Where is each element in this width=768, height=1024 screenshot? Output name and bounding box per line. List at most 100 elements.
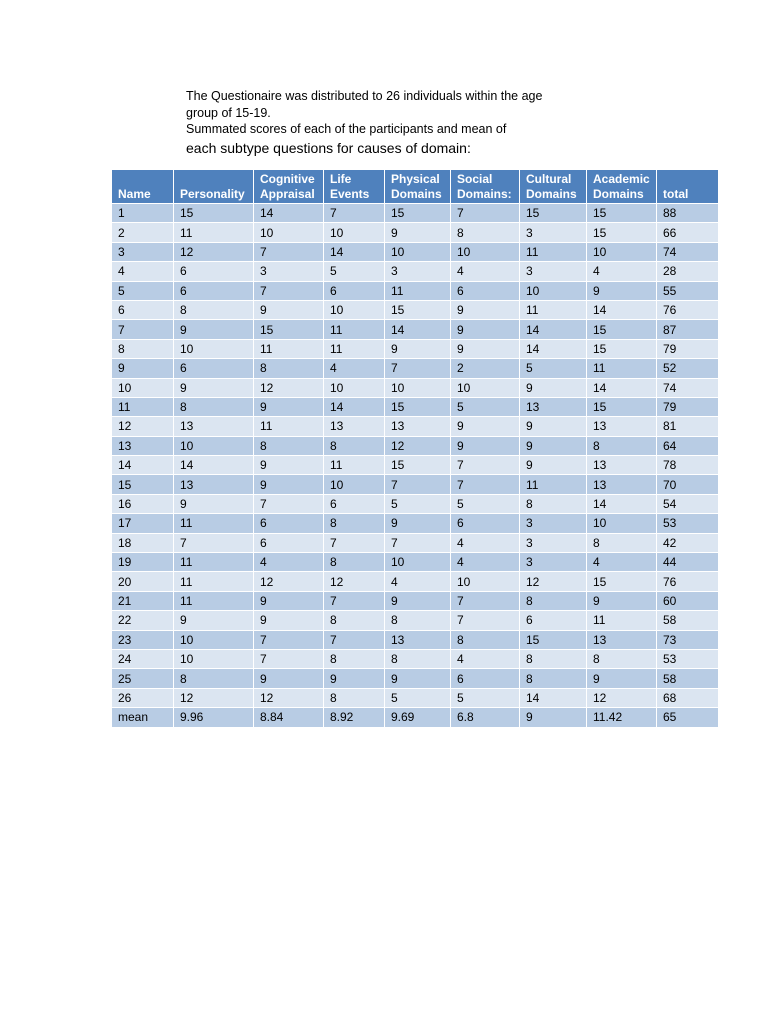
table-cell: 5 bbox=[111, 280, 174, 301]
table-cell: 12 bbox=[173, 687, 254, 709]
table-cell: 10 bbox=[253, 222, 324, 243]
table-cell: 9 bbox=[384, 222, 451, 243]
table-cell: 9 bbox=[586, 590, 657, 612]
table-cell: 11 bbox=[519, 299, 587, 321]
table-cell: 11.42 bbox=[586, 707, 657, 728]
table-cell: 11 bbox=[173, 571, 254, 592]
table-cell: 13 bbox=[384, 416, 451, 437]
table-cell: 14 bbox=[323, 396, 385, 418]
table-row: 7 9 15 11 14 9 14 15 87 bbox=[111, 319, 719, 340]
table-cell: 11 bbox=[253, 416, 324, 437]
table-cell: 8 bbox=[323, 552, 385, 573]
table-cell: 9 bbox=[173, 377, 254, 398]
table-cell: 13 bbox=[519, 396, 587, 418]
table-cell: 6 bbox=[253, 513, 324, 534]
table-cell: 10 bbox=[586, 513, 657, 534]
table-cell: 22 bbox=[111, 610, 174, 631]
table-cell: 8 bbox=[323, 610, 385, 631]
table-cell: 8 bbox=[519, 668, 587, 689]
table-cell: 11 bbox=[586, 358, 657, 379]
table-cell: 6 bbox=[323, 493, 385, 515]
header-row: Name Personality Cognitive Appraisal Life E… bbox=[111, 169, 719, 204]
table-cell: 76 bbox=[656, 299, 719, 321]
table-cell: 10 bbox=[323, 299, 385, 321]
table-row: 14 14 9 11 15 7 9 13 78 bbox=[111, 455, 719, 476]
header-cell: Life Events bbox=[323, 169, 385, 204]
table-cell: 79 bbox=[656, 338, 719, 360]
table-cell: 8 bbox=[519, 590, 587, 612]
data-table: Name Personality Cognitive Appraisal Life E… bbox=[111, 169, 719, 728]
table-cell: 4 bbox=[450, 648, 520, 670]
table-cell: 14 bbox=[173, 455, 254, 476]
table-cell: 7 bbox=[384, 358, 451, 379]
table-cell: 8 bbox=[586, 648, 657, 670]
table-cell: 9 bbox=[519, 435, 587, 457]
intro-line: Summated scores of each of the participa… bbox=[186, 122, 507, 136]
table-cell: 10 bbox=[173, 338, 254, 360]
table-cell: 14 bbox=[253, 202, 324, 224]
table-cell: 14 bbox=[111, 455, 174, 476]
table-cell: 8 bbox=[253, 358, 324, 379]
table-cell: 12 bbox=[173, 241, 254, 263]
table-cell: 15 bbox=[384, 202, 451, 224]
table-cell: 15 bbox=[586, 222, 657, 243]
table-cell: 15 bbox=[173, 202, 254, 224]
table-cell: 12 bbox=[586, 687, 657, 709]
table-cell: 14 bbox=[323, 241, 385, 263]
table-cell: 7 bbox=[384, 474, 451, 495]
table-cell: 8 bbox=[323, 513, 385, 534]
table-cell: 14 bbox=[586, 299, 657, 321]
table-row: 22 9 9 8 8 7 6 11 58 bbox=[111, 610, 719, 631]
table-cell: 3 bbox=[519, 532, 587, 554]
header-cell: Social Domains: bbox=[450, 169, 520, 204]
table-cell: 76 bbox=[656, 571, 719, 592]
table-cell: 10 bbox=[173, 435, 254, 457]
table-cell: 5 bbox=[323, 261, 385, 282]
table-cell: 2 bbox=[111, 222, 174, 243]
table-cell: 3 bbox=[519, 261, 587, 282]
table-cell: 9 bbox=[253, 474, 324, 495]
table-cell: 12 bbox=[253, 377, 324, 398]
table-cell: 13 bbox=[111, 435, 174, 457]
table-cell: 12 bbox=[253, 687, 324, 709]
table-row: 18 7 6 7 7 4 3 8 42 bbox=[111, 532, 719, 554]
table-cell: 4 bbox=[586, 261, 657, 282]
table-cell: 15 bbox=[384, 455, 451, 476]
table-cell: 10 bbox=[450, 377, 520, 398]
table-cell: 8 bbox=[323, 435, 385, 457]
table-cell: 13 bbox=[586, 629, 657, 650]
table-cell: 13 bbox=[323, 416, 385, 437]
table-cell: 5 bbox=[450, 396, 520, 418]
table-cell: 3 bbox=[519, 552, 587, 573]
table-cell: 15 bbox=[586, 338, 657, 360]
table-cell: 9 bbox=[519, 455, 587, 476]
table-cell: 4 bbox=[586, 552, 657, 573]
table-cell: 9 bbox=[450, 319, 520, 340]
table-cell: 9 bbox=[253, 396, 324, 418]
table-cell: 3 bbox=[519, 222, 587, 243]
table-cell: 11 bbox=[111, 396, 174, 418]
table-cell: 10 bbox=[586, 241, 657, 263]
table-cell: 10 bbox=[173, 648, 254, 670]
table-cell: 8 bbox=[111, 338, 174, 360]
table-cell: 9 bbox=[450, 435, 520, 457]
table-cell: 53 bbox=[656, 648, 719, 670]
table-cell: 6 bbox=[519, 610, 587, 631]
table-cell: 6 bbox=[450, 668, 520, 689]
table-row: 23 10 7 7 13 8 15 13 73 bbox=[111, 629, 719, 650]
table-cell: 11 bbox=[323, 319, 385, 340]
table-row: 8 10 11 11 9 9 14 15 79 bbox=[111, 338, 719, 360]
table-cell: 7 bbox=[111, 319, 174, 340]
table-cell: 10 bbox=[384, 241, 451, 263]
table-cell: 13 bbox=[586, 455, 657, 476]
table-cell: 7 bbox=[450, 474, 520, 495]
table-cell: 15 bbox=[253, 319, 324, 340]
table-cell: 11 bbox=[323, 338, 385, 360]
table-cell: 5 bbox=[519, 358, 587, 379]
table-cell: 68 bbox=[656, 687, 719, 709]
header-cell: Personality bbox=[173, 169, 254, 204]
table-cell: 18 bbox=[111, 532, 174, 554]
table-cell: 8 bbox=[173, 668, 254, 689]
table-cell: 6 bbox=[253, 532, 324, 554]
table-cell: 6 bbox=[450, 513, 520, 534]
